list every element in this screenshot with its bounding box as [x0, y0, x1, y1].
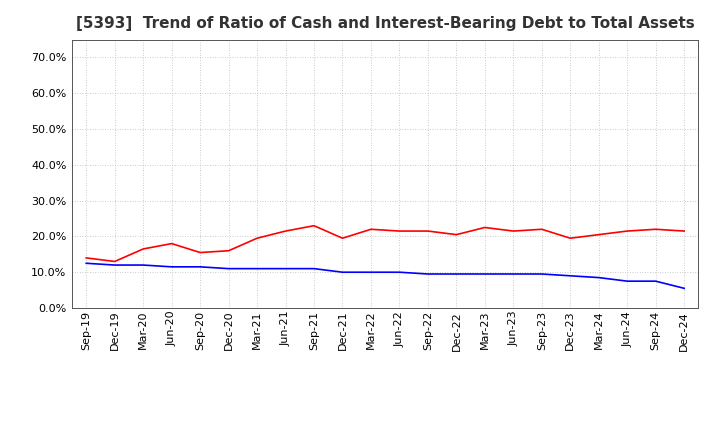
Interest-Bearing Debt: [225, 266, 233, 271]
Cash: [282, 228, 290, 234]
Interest-Bearing Debt: [82, 260, 91, 266]
Interest-Bearing Debt: [537, 271, 546, 277]
Cash: [225, 248, 233, 253]
Interest-Bearing Debt: [395, 270, 404, 275]
Cash: [595, 232, 603, 237]
Cash: [537, 227, 546, 232]
Interest-Bearing Debt: [452, 271, 461, 277]
Interest-Bearing Debt: [423, 271, 432, 277]
Interest-Bearing Debt: [110, 262, 119, 268]
Interest-Bearing Debt: [680, 286, 688, 291]
Interest-Bearing Debt: [310, 266, 318, 271]
Cash: [338, 235, 347, 241]
Interest-Bearing Debt: [282, 266, 290, 271]
Cash: [680, 228, 688, 234]
Interest-Bearing Debt: [139, 262, 148, 268]
Cash: [395, 228, 404, 234]
Interest-Bearing Debt: [652, 279, 660, 284]
Cash: [623, 228, 631, 234]
Line: Cash: Cash: [86, 226, 684, 261]
Cash: [139, 246, 148, 252]
Cash: [452, 232, 461, 237]
Cash: [310, 223, 318, 228]
Cash: [167, 241, 176, 246]
Cash: [566, 235, 575, 241]
Interest-Bearing Debt: [167, 264, 176, 269]
Interest-Bearing Debt: [509, 271, 518, 277]
Cash: [480, 225, 489, 230]
Cash: [110, 259, 119, 264]
Interest-Bearing Debt: [366, 270, 375, 275]
Cash: [196, 250, 204, 255]
Cash: [509, 228, 518, 234]
Line: Interest-Bearing Debt: Interest-Bearing Debt: [86, 263, 684, 288]
Cash: [423, 228, 432, 234]
Cash: [366, 227, 375, 232]
Interest-Bearing Debt: [480, 271, 489, 277]
Interest-Bearing Debt: [338, 270, 347, 275]
Interest-Bearing Debt: [566, 273, 575, 279]
Cash: [652, 227, 660, 232]
Cash: [82, 255, 91, 260]
Interest-Bearing Debt: [623, 279, 631, 284]
Interest-Bearing Debt: [253, 266, 261, 271]
Interest-Bearing Debt: [595, 275, 603, 280]
Cash: [253, 235, 261, 241]
Interest-Bearing Debt: [196, 264, 204, 269]
Title: [5393]  Trend of Ratio of Cash and Interest-Bearing Debt to Total Assets: [5393] Trend of Ratio of Cash and Intere…: [76, 16, 695, 32]
